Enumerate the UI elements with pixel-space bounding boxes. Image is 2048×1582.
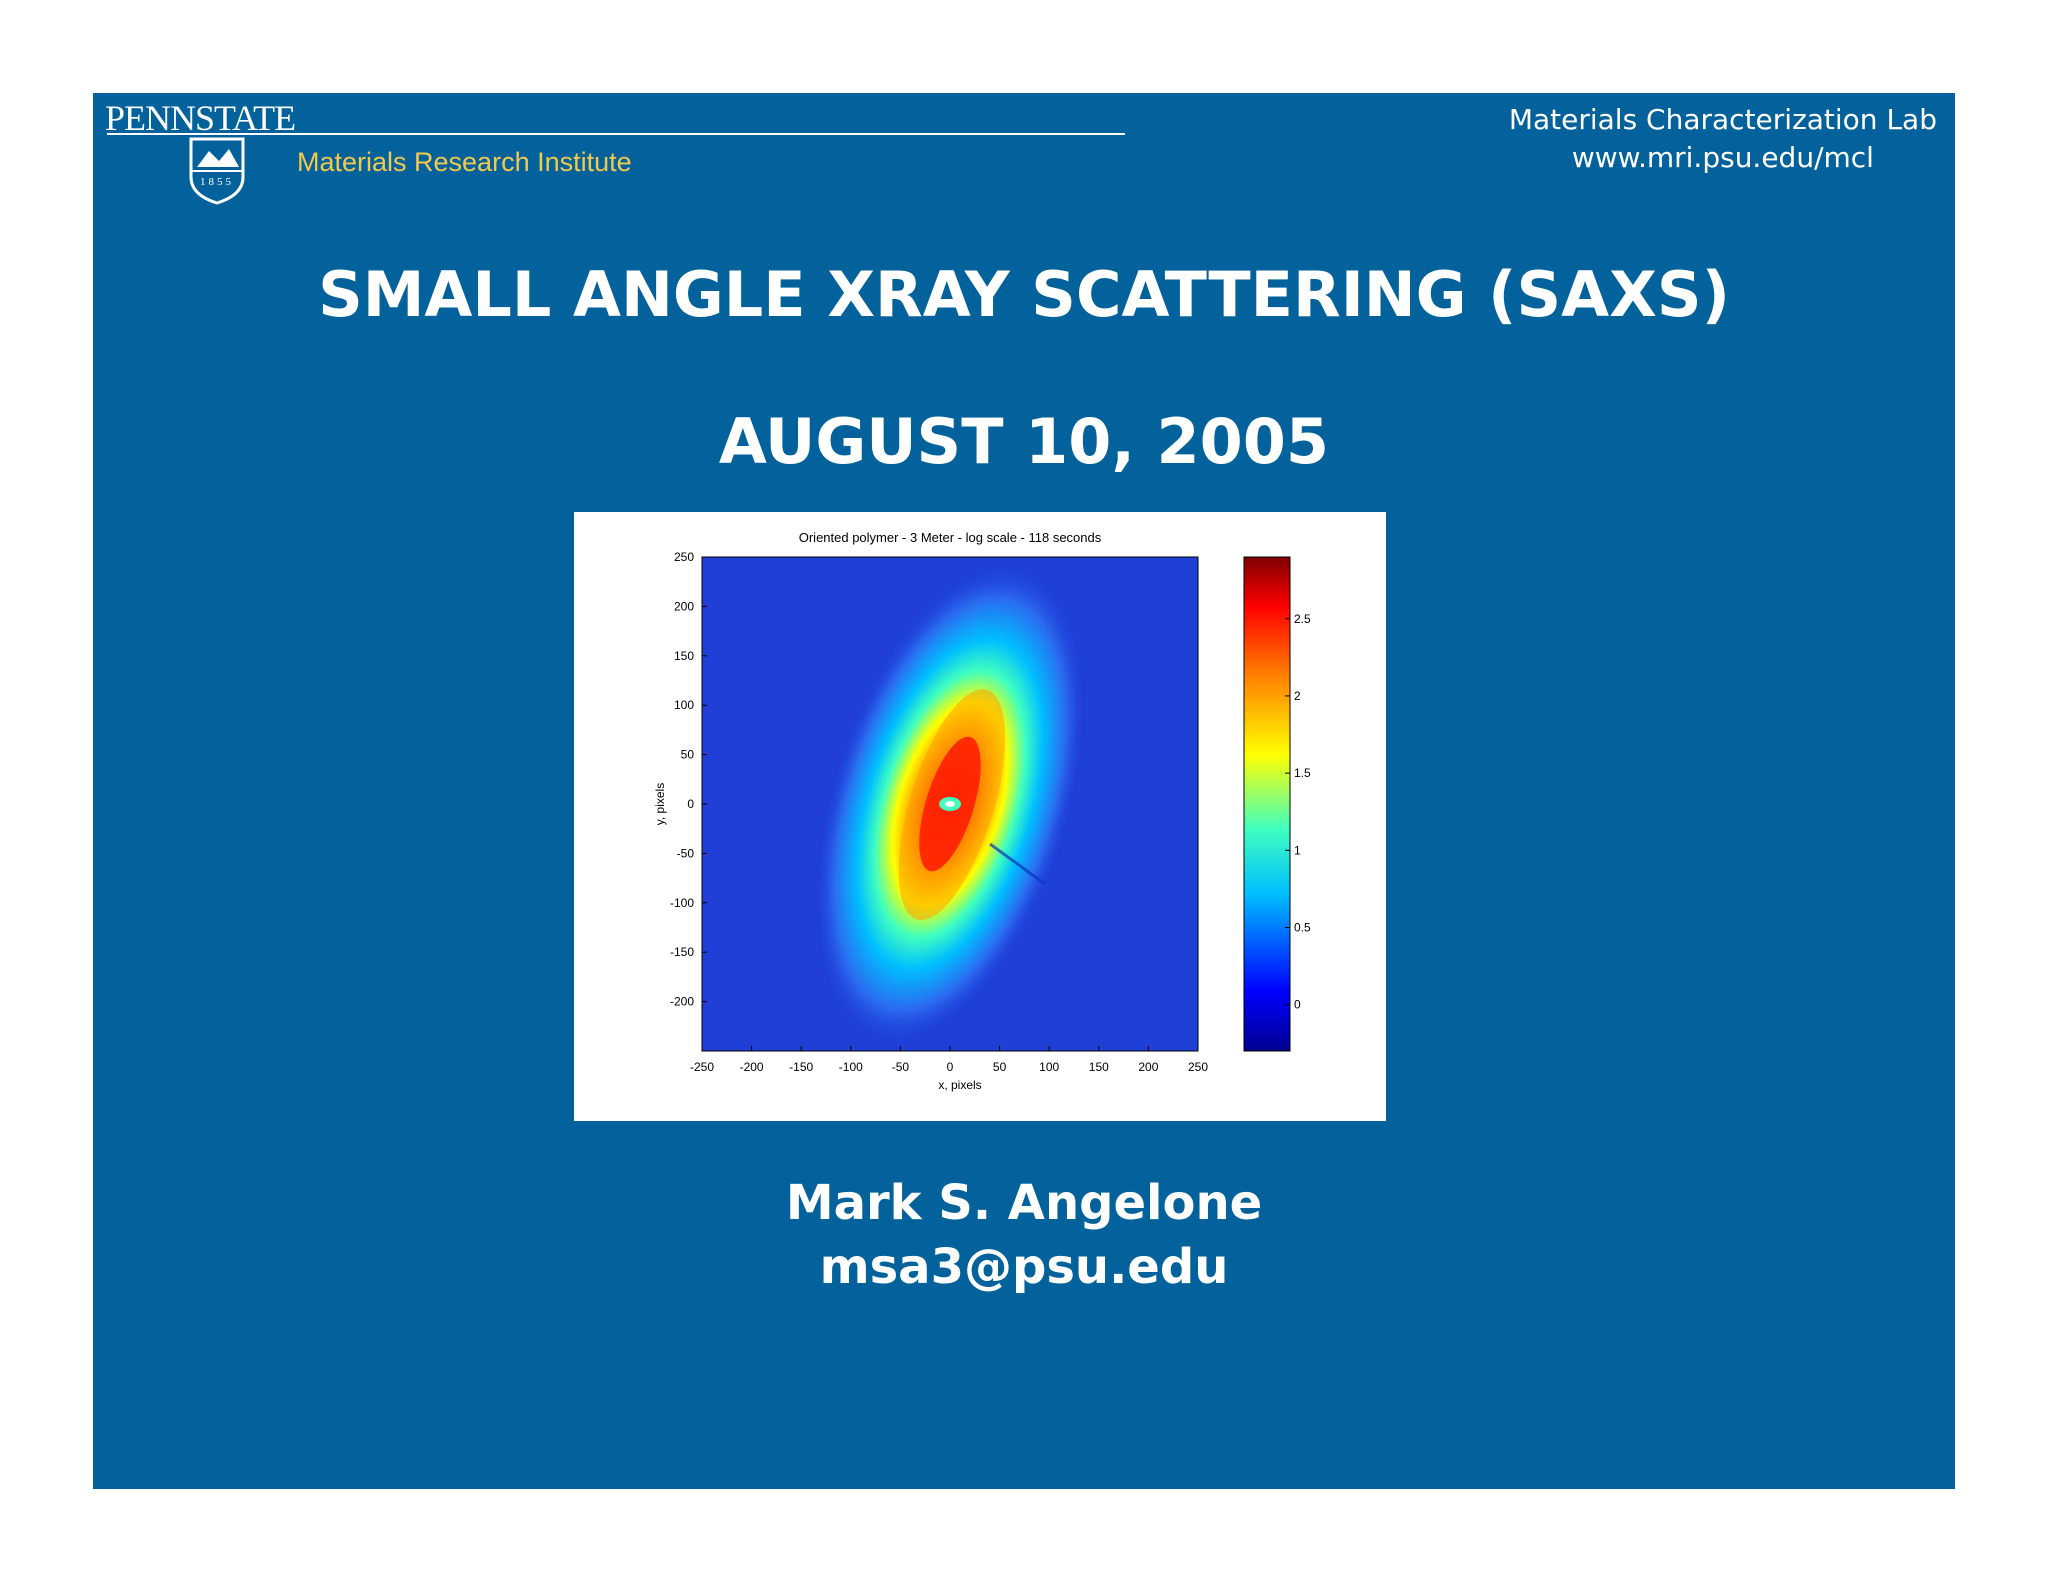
- colorbar-tick-label: 0.5: [1294, 921, 1311, 935]
- pennstate-logo: PENNSTATE: [105, 98, 296, 138]
- y-tick-label: -150: [670, 945, 694, 959]
- y-tick-label: 0: [687, 797, 694, 811]
- y-tick-label: 200: [674, 599, 694, 613]
- author-block: Mark S. Angelone msa3@psu.edu: [93, 1171, 1955, 1299]
- slide-date: AUGUST 10, 2005: [718, 405, 1330, 478]
- scattering-pattern: [813, 562, 1087, 1046]
- x-tick-label: 200: [1138, 1060, 1158, 1074]
- x-tick-label: -100: [839, 1060, 863, 1074]
- beamstop-arm: [989, 842, 1046, 886]
- x-tick-label: 50: [993, 1060, 1007, 1074]
- slide-title: SMALL ANGLE XRAY SCATTERING (SAXS): [318, 258, 1730, 331]
- y-tick-label: 250: [674, 550, 694, 564]
- author-name: Mark S. Angelone: [785, 1175, 1263, 1231]
- colorbar: [1243, 556, 1291, 1052]
- author-email[interactable]: msa3@psu.edu: [819, 1239, 1229, 1295]
- x-tick-label: -200: [740, 1060, 764, 1074]
- x-tick-label: -250: [690, 1060, 714, 1074]
- colorbar-tick-label: 1: [1294, 843, 1301, 857]
- x-axis-label: x, pixels: [938, 1078, 981, 1092]
- y-axis-label: y, pixels: [653, 783, 667, 825]
- chart-title: Oriented polymer - 3 Meter - log scale -…: [799, 530, 1102, 545]
- colorbar-tick-label: 2.5: [1294, 612, 1311, 626]
- lab-url: www.mri.psu.edu/mcl: [1571, 141, 1874, 174]
- y-tick-label: -200: [670, 995, 694, 1009]
- x-tick-label: 100: [1039, 1060, 1059, 1074]
- x-tick-label: 150: [1089, 1060, 1109, 1074]
- beamstop-center: [945, 801, 955, 807]
- y-tick-label: -50: [677, 846, 695, 860]
- saxs-heatmap-chart: -250 -200 -150 -100 -50 0 50 100 150 200 250250200…: [653, 530, 1311, 1092]
- slide: PENNSTATE 1855 Materials Research Instit…: [93, 93, 1955, 1489]
- header-rule: [107, 133, 1125, 135]
- y-tick-label: 150: [674, 649, 694, 663]
- shield-icon: 1855: [189, 137, 245, 205]
- saxs-figure: -250 -200 -150 -100 -50 0 50 100 150 200 250 250 200…: [574, 512, 1386, 1121]
- colorbar-tick-label: 0: [1294, 998, 1301, 1012]
- x-tick-label: -150: [789, 1060, 813, 1074]
- x-tick-label: 0: [947, 1060, 954, 1074]
- x-tick-label: -50: [892, 1060, 910, 1074]
- colorbar-tick-label: 1.5: [1294, 766, 1311, 780]
- institute-name: Materials Research Institute: [297, 147, 632, 177]
- y-tick-label: 50: [681, 748, 695, 762]
- lab-info: Materials Characterization Lab www.mri.p…: [1509, 101, 1937, 177]
- colorbar-tick-label: 2: [1294, 689, 1301, 703]
- lab-name: Materials Characterization Lab: [1508, 103, 1937, 136]
- y-tick-label: 100: [674, 698, 694, 712]
- logo-year: 1855: [200, 176, 234, 188]
- x-tick-label: 250: [1188, 1060, 1208, 1074]
- y-tick-label: -100: [670, 896, 694, 910]
